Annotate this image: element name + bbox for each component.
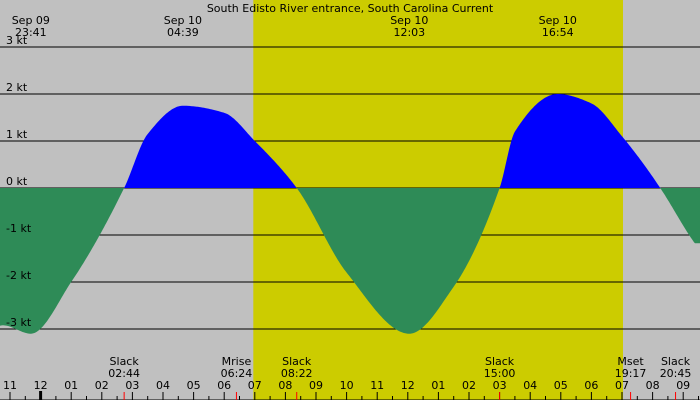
hour-tick-label: 05 [187,379,201,392]
event-time: 20:45 [660,367,692,380]
peak-day-label: Sep 10 [390,14,428,27]
peak-time-label: 23:41 [15,26,47,39]
event-label: Mrise [222,355,252,368]
hour-tick-label: 11 [370,379,384,392]
y-tick-label: -1 kt [6,222,32,235]
hour-tick-label: 11 [3,379,17,392]
hour-tick-label: 05 [554,379,568,392]
hour-tick-label: 04 [156,379,170,392]
hour-tick-label: 10 [340,379,354,392]
y-tick-label: 0 kt [6,175,28,188]
y-tick-label: 1 kt [6,128,28,141]
event-time: 06:24 [221,367,253,380]
hour-tick-label: 12 [34,379,48,392]
y-tick-label: -2 kt [6,269,32,282]
chart-title: South Edisto River entrance, South Carol… [207,2,494,15]
event-labels: Slack02:44Mrise06:24Slack08:22Slack15:00… [108,355,691,380]
hour-axis: 11 12 01 02 03 04 05 06 07 08 09 10 11 12 01 02 03 04 05 06… [0,379,700,400]
event-label: Slack [282,355,312,368]
hour-tick-label: 08 [278,379,292,392]
y-tick-label: 2 kt [6,81,28,94]
event-time: 15:00 [484,367,516,380]
peak-day-label: Sep 09 [12,14,50,27]
hour-tick-label: 07 [615,379,629,392]
hour-tick-label: 07 [248,379,262,392]
peak-time-label: 16:54 [542,26,574,39]
event-label: Mset [617,355,644,368]
hour-tick-label: 02 [462,379,476,392]
flood-current-area [0,94,700,188]
ebb-current-area [0,188,700,334]
hour-tick-label: 08 [646,379,660,392]
hour-tick-label: 04 [523,379,537,392]
hour-tick-label: 09 [309,379,323,392]
event-time: 19:17 [615,367,647,380]
hour-tick-label: 06 [217,379,231,392]
y-axis-labels: 3 kt 2 kt 1 kt 0 kt -1 kt -2 kt -3 kt [6,34,32,329]
hour-tick-label: 03 [493,379,507,392]
hour-tick-label: 12 [401,379,415,392]
hour-tick-label: 01 [431,379,445,392]
event-time: 08:22 [281,367,313,380]
event-label: Slack [661,355,691,368]
y-tick-label: -3 kt [6,316,32,329]
event-label: Slack [485,355,515,368]
hour-tick-label: 02 [95,379,109,392]
peak-time-label: 12:03 [393,26,425,39]
peak-day-label: Sep 10 [539,14,577,27]
hour-tick-label: 01 [64,379,78,392]
event-time: 02:44 [108,367,140,380]
y-tick-label: 3 kt [6,34,28,47]
peak-day-label: Sep 10 [164,14,202,27]
hour-tick-label: 06 [584,379,598,392]
hour-tick-label: 09 [676,379,690,392]
hour-tick-label: 03 [125,379,139,392]
event-label: Slack [110,355,140,368]
peak-time-label: 04:39 [167,26,199,39]
